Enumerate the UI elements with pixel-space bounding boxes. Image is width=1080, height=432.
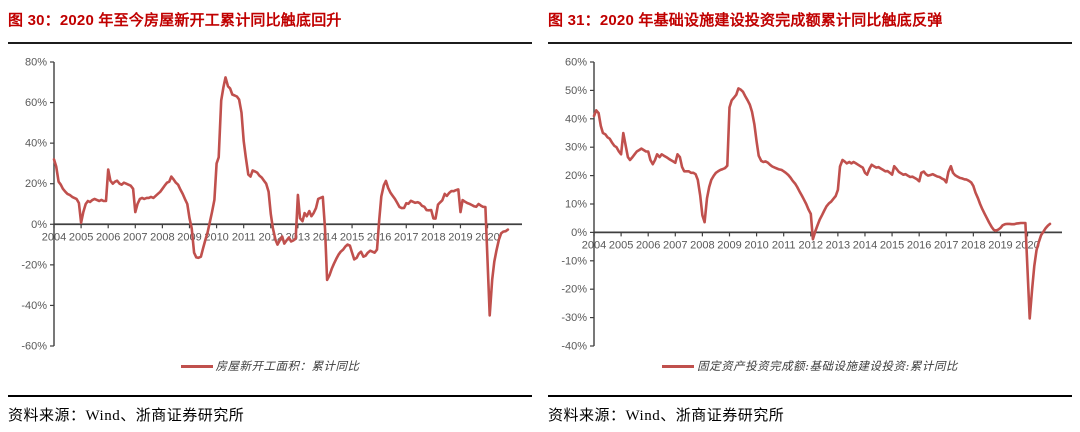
x-tick-label: 2015 bbox=[340, 231, 364, 243]
x-tick-label: 2010 bbox=[204, 231, 228, 243]
legend-label: 房屋新开工面积：累计同比 bbox=[215, 359, 360, 373]
figure-30-source-rule bbox=[8, 395, 532, 397]
x-tick-label: 2004 bbox=[582, 239, 606, 251]
y-tick-label: -10% bbox=[561, 255, 587, 267]
y-tick-label: 50% bbox=[565, 85, 587, 97]
x-tick-label: 2018 bbox=[421, 231, 445, 243]
x-tick-label: 2013 bbox=[826, 239, 850, 251]
figure-31-title: 图 31：2020 年基础设施建设投资完成额累计同比触底反弹 bbox=[548, 12, 943, 29]
y-tick-label: 20% bbox=[25, 178, 47, 190]
legend-label: 固定资产投资完成额:基础设施建设投资:累计同比 bbox=[697, 359, 958, 373]
figure-30-title-rule bbox=[8, 42, 532, 44]
x-tick-label: 2006 bbox=[96, 231, 120, 243]
data-line bbox=[52, 76, 510, 317]
y-tick-label: 20% bbox=[565, 170, 587, 182]
y-tick-label: 0% bbox=[31, 219, 47, 231]
x-tick-label: 2019 bbox=[988, 239, 1012, 251]
x-tick-label: 2016 bbox=[907, 239, 931, 251]
y-tick-label: -40% bbox=[561, 341, 587, 353]
figure-31-line-chart: -40% -30% -20% -10% 0% 10% 20% 30% 40% 50% 60% 2004… bbox=[561, 57, 1062, 353]
x-tick-label: 2009 bbox=[717, 239, 741, 251]
x-tick-label: 2011 bbox=[232, 231, 256, 243]
x-tick-label: 2007 bbox=[663, 239, 687, 251]
figure-31-title-rule bbox=[548, 42, 1072, 44]
x-tick-label: 2004 bbox=[42, 231, 66, 243]
y-tick-label: 10% bbox=[565, 199, 587, 211]
legend-line-marker bbox=[180, 364, 213, 368]
figure-30-title: 图 30：2020 年至今房屋新开工累计同比触底回升 bbox=[8, 12, 342, 29]
x-tick-label: 2012 bbox=[799, 239, 823, 251]
x-tick-label: 2009 bbox=[177, 231, 201, 243]
x-tick-label: 2007 bbox=[123, 231, 147, 243]
x-tick-label: 2005 bbox=[609, 239, 633, 251]
x-tick-label: 2014 bbox=[853, 239, 877, 251]
y-tick-label: -20% bbox=[21, 259, 47, 271]
y-tick-label: -20% bbox=[561, 284, 587, 296]
x-tick-label: 2005 bbox=[69, 231, 93, 243]
x-tick-label: 2017 bbox=[394, 231, 418, 243]
figure-30-legend: 房屋新开工面积：累计同比 bbox=[8, 357, 532, 375]
y-tick-label: 60% bbox=[25, 97, 47, 109]
x-tick-label: 2008 bbox=[690, 239, 714, 251]
figure-31-source: 资料来源：Wind、浙商证券研究所 bbox=[548, 408, 785, 424]
y-tick-label: -30% bbox=[561, 312, 587, 324]
data-line bbox=[592, 87, 1052, 320]
figure-30-line-chart: -60%-40%-20%0%20%40%60%80%2004 2005 2006 20… bbox=[21, 57, 522, 353]
y-tick-label: 40% bbox=[565, 113, 587, 125]
y-tick-label: 30% bbox=[565, 142, 587, 154]
figure-31-source-rule bbox=[548, 395, 1072, 397]
x-tick-label: 2010 bbox=[744, 239, 768, 251]
x-tick-label: 2011 bbox=[772, 239, 796, 251]
y-tick-label: -60% bbox=[21, 341, 47, 353]
figure-30-source: 资料来源：Wind、浙商证券研究所 bbox=[8, 408, 245, 424]
x-tick-label: 2008 bbox=[150, 231, 174, 243]
x-tick-label: 2019 bbox=[448, 231, 472, 243]
x-tick-label: 2017 bbox=[934, 239, 958, 251]
legend-line-marker bbox=[662, 364, 695, 368]
figure-31-legend: 固定资产投资完成额:基础设施建设投资:累计同比 bbox=[548, 357, 1072, 375]
figure-31: 图 31：2020 年基础设施建设投资完成额累计同比触底反弹 -40% -30% -… bbox=[548, 6, 1072, 425]
x-tick-label: 2006 bbox=[636, 239, 660, 251]
y-tick-label: 80% bbox=[25, 57, 47, 69]
y-tick-label: 0% bbox=[571, 227, 587, 239]
y-tick-label: 60% bbox=[565, 57, 587, 69]
x-tick-label: 2015 bbox=[880, 239, 904, 251]
y-tick-label: -40% bbox=[21, 300, 47, 312]
figure-30: 图 30：2020 年至今房屋新开工累计同比触底回升 -60% -40% -20% 0… bbox=[8, 6, 532, 425]
y-tick-label: 40% bbox=[25, 138, 47, 150]
x-tick-label: 2018 bbox=[961, 239, 985, 251]
